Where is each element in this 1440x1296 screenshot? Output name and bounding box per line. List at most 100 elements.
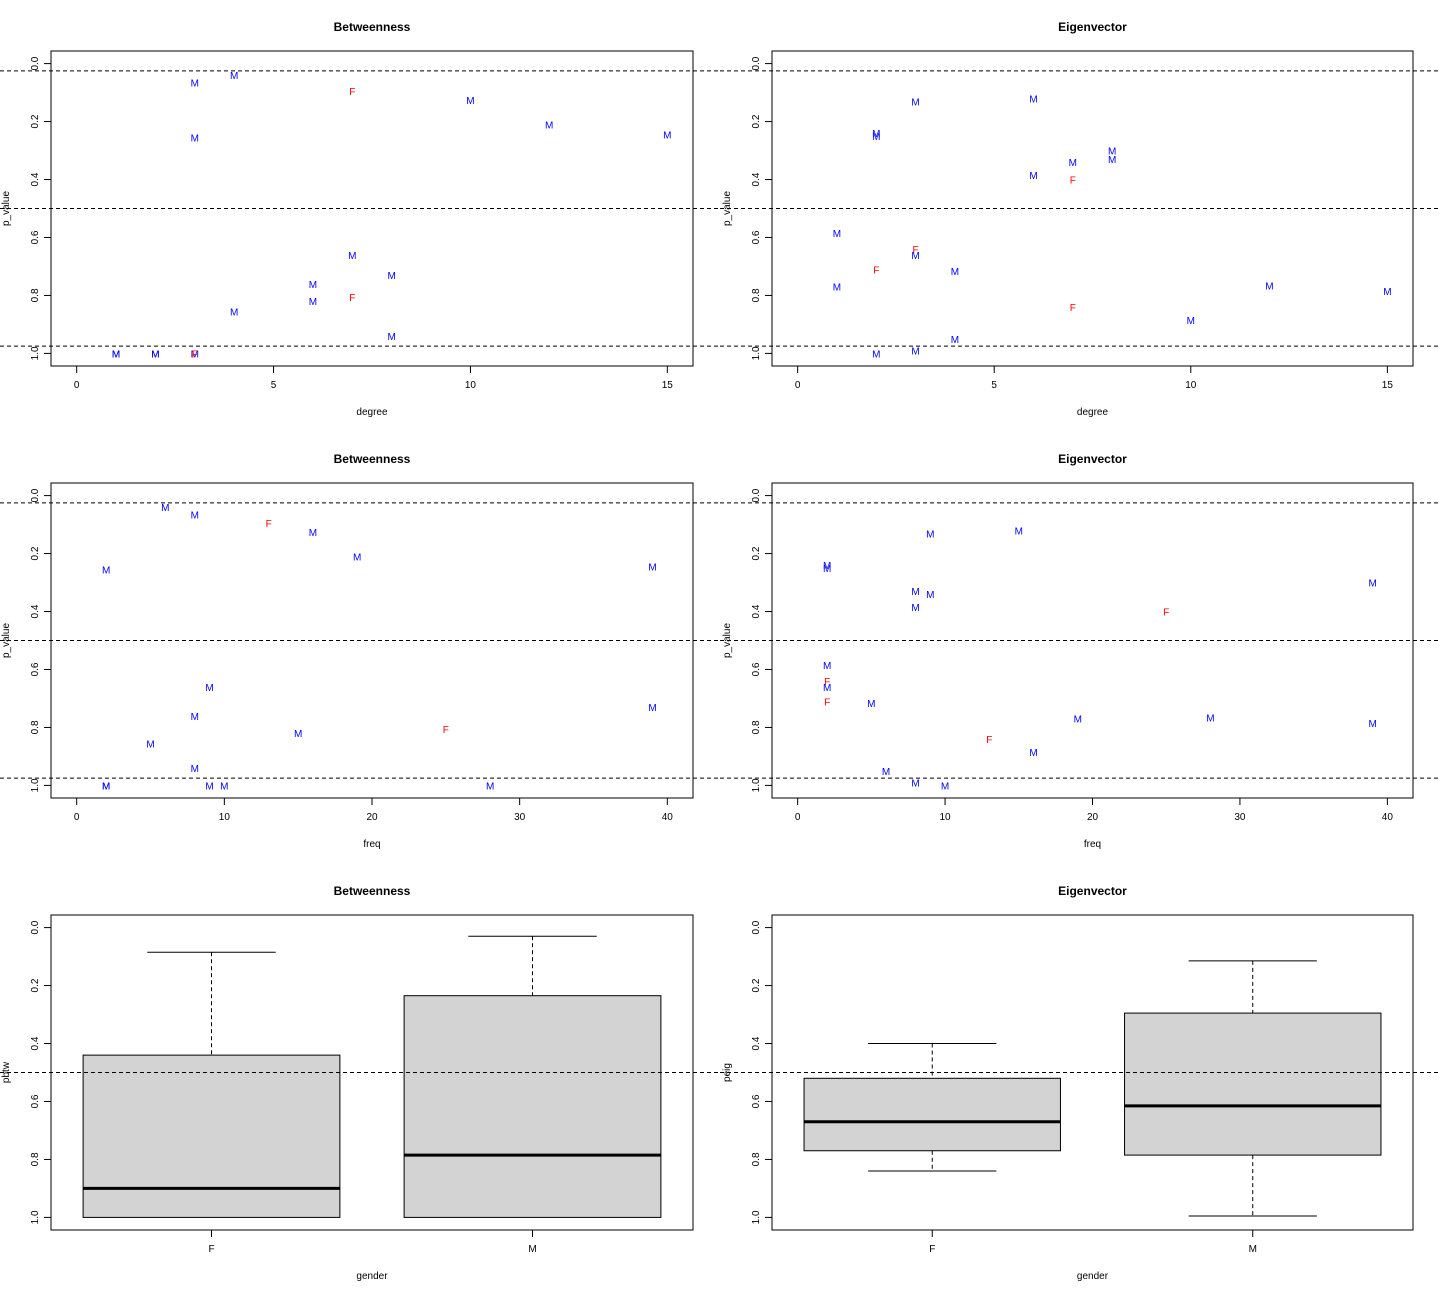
data-point: M [309, 528, 317, 539]
y-tick-label: 0.6 [30, 662, 41, 676]
data-point: F [913, 245, 919, 256]
data-point: F [266, 519, 272, 530]
x-axis-label: gender [1077, 1271, 1109, 1282]
y-tick-label: 0.4 [30, 604, 41, 618]
data-point: M [872, 132, 880, 143]
data-point: M [872, 129, 880, 140]
x-tick-label: 40 [1382, 812, 1394, 823]
data-point: M [951, 267, 959, 278]
y-tick-label: 0.0 [751, 920, 762, 934]
y-tick-label: 0.6 [751, 1094, 762, 1108]
data-point: M [882, 767, 890, 778]
x-tick-label: 0 [74, 380, 80, 391]
y-tick-label: 0.8 [751, 720, 762, 734]
data-point: M [911, 251, 919, 262]
chart-title: Betweenness [334, 884, 411, 898]
data-point: M [230, 71, 238, 82]
data-point: M [648, 563, 656, 574]
panel-6: Eigenvector0.00.20.40.60.81.0peiggenderF… [720, 884, 1440, 1282]
y-tick-label: 0.4 [751, 604, 762, 618]
data-point: M [545, 120, 553, 131]
data-point: M [823, 683, 831, 694]
data-point: M [230, 307, 238, 318]
data-point: M [911, 779, 919, 790]
data-point: M [191, 510, 199, 521]
data-point: M [309, 297, 317, 308]
data-point: M [102, 781, 110, 792]
chart-title: Eigenvector [1058, 884, 1127, 898]
data-point: M [823, 561, 831, 572]
data-point: M [486, 781, 494, 792]
y-tick-label: 0.4 [30, 1036, 41, 1050]
data-point: M [1029, 748, 1037, 759]
panel-2: Eigenvector0.00.20.40.60.81.0p_valuedegr… [720, 20, 1440, 418]
data-point: M [872, 349, 880, 360]
x-tick-label: 10 [1185, 380, 1197, 391]
x-tick-label: 30 [1234, 812, 1246, 823]
data-point: M [205, 683, 213, 694]
box [803, 1077, 1061, 1152]
data-point: M [833, 283, 841, 294]
data-point: M [205, 781, 213, 792]
x-tick-label: 30 [514, 812, 526, 823]
data-point: M [1069, 158, 1077, 169]
y-tick-label: 0.2 [751, 978, 762, 992]
data-point: M [926, 590, 934, 601]
y-tick-label: 0.4 [751, 1036, 762, 1050]
data-point: M [294, 729, 302, 740]
y-tick-label: 1.0 [751, 346, 762, 360]
data-point: M [1108, 147, 1116, 158]
data-point: M [1187, 316, 1195, 327]
data-point: M [191, 349, 199, 360]
data-point: M [220, 781, 228, 792]
data-point: M [161, 503, 169, 514]
data-point: M [648, 703, 656, 714]
y-tick-label: 0.8 [751, 1152, 762, 1166]
data-point: M [1015, 526, 1023, 537]
x-tick-label: 15 [1382, 380, 1394, 391]
data-point: F [824, 697, 830, 708]
data-point: F [192, 349, 198, 360]
y-tick-label: 0.2 [751, 546, 762, 560]
y-tick-label: 0.6 [30, 230, 41, 244]
data-point: M [867, 699, 875, 710]
y-tick-label: 1.0 [30, 778, 41, 792]
y-tick-label: 0.6 [751, 230, 762, 244]
y-tick-label: 0.2 [30, 546, 41, 560]
data-point: M [823, 564, 831, 575]
x-tick-label: 10 [940, 812, 952, 823]
data-point: M [911, 587, 919, 598]
x-tick-label: 0 [74, 812, 80, 823]
y-tick-label: 0.0 [30, 56, 41, 70]
data-point: M [191, 764, 199, 775]
data-point: F [1163, 608, 1169, 619]
y-tick-label: 0.6 [30, 1094, 41, 1108]
data-point: M [191, 712, 199, 723]
data-point: F [986, 735, 992, 746]
data-point: M [112, 349, 120, 360]
data-point: M [146, 739, 154, 750]
data-point: M [466, 96, 474, 107]
x-tick-label: 20 [1087, 812, 1099, 823]
data-point: M [663, 131, 671, 142]
y-tick-label: 0.0 [30, 920, 41, 934]
data-point: M [1029, 171, 1037, 182]
data-point: M [823, 661, 831, 672]
data-point: F [873, 265, 879, 276]
y-tick-label: 0.2 [30, 114, 41, 128]
x-tick-label: 20 [366, 812, 378, 823]
data-point: M [1074, 715, 1082, 726]
y-tick-label: 0.0 [30, 488, 41, 502]
y-tick-label: 0.6 [751, 662, 762, 676]
y-tick-label: 0.8 [751, 288, 762, 302]
panel-1: Betweenness 0.0 0.2 0.4 0.6 0.8 1.0 p_valuedegr… [0, 20, 720, 418]
x-tick-label: M [1249, 1244, 1257, 1255]
data-point: M [1368, 579, 1376, 590]
data-point: M [388, 332, 396, 343]
x-axis-label: degree [356, 407, 388, 418]
data-point: F [443, 725, 449, 736]
x-axis-label: freq [363, 839, 380, 850]
x-tick-label: F [208, 1244, 214, 1255]
data-point: M [348, 251, 356, 262]
